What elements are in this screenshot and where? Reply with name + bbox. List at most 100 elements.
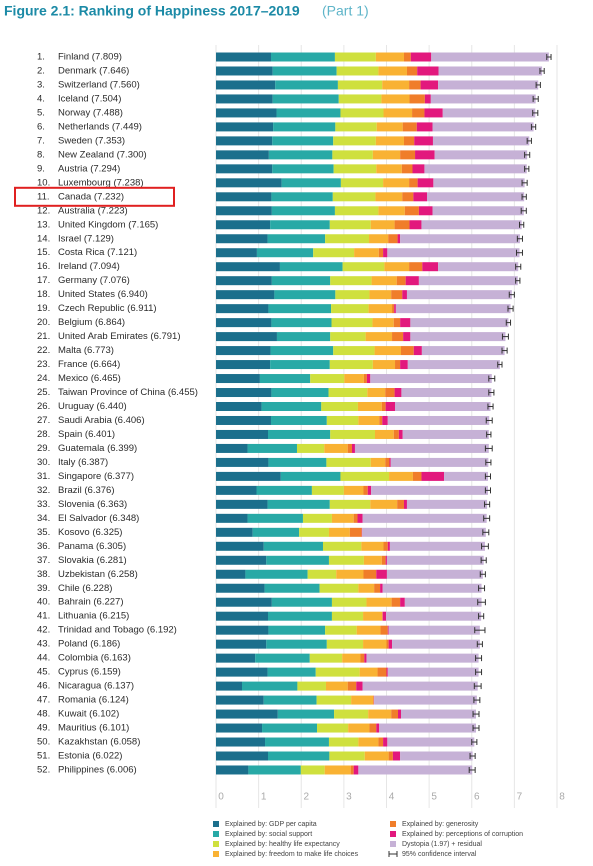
- bar-segment: [378, 737, 384, 747]
- rank-label: 51.: [37, 751, 50, 762]
- bar-segment: [268, 625, 326, 635]
- rank-label: 52.: [37, 764, 50, 775]
- rank-label: 16.: [37, 261, 50, 272]
- error-bar: [501, 347, 508, 354]
- bar-segment: [400, 597, 405, 607]
- bar-segment: [374, 583, 381, 593]
- bar-segment: [277, 709, 335, 719]
- bar-segment: [216, 66, 273, 76]
- rank-label: 30.: [37, 457, 50, 468]
- y-tick-label: Finland (7.809): [58, 52, 122, 63]
- rank-label: 42.: [37, 625, 50, 636]
- bar-segment: [242, 681, 298, 691]
- bar-segment: [329, 751, 365, 761]
- bar-segment: [376, 569, 387, 579]
- rank-label: 38.: [37, 569, 50, 580]
- bar-segment: [403, 499, 407, 509]
- bar-segment: [383, 178, 410, 188]
- bar-segment: [302, 513, 332, 523]
- bar-segment: [216, 332, 277, 342]
- bar-segment: [409, 220, 422, 230]
- bar-segment: [216, 415, 271, 425]
- rank-label: 28.: [37, 429, 50, 440]
- rank-label: 27.: [37, 415, 50, 426]
- bar-segment: [386, 555, 484, 565]
- bar-segment: [357, 402, 382, 411]
- error-bar: [471, 739, 478, 746]
- bar-segment: [216, 583, 265, 593]
- bar-segment: [401, 164, 413, 174]
- bar-segment: [343, 485, 364, 495]
- bar-segment: [379, 415, 383, 425]
- chart-subtitle: (Part 1): [322, 3, 369, 19]
- bar-segment: [387, 737, 475, 747]
- y-tick-label: Australia (7.223): [58, 205, 128, 216]
- y-tick-label: Norway (7.488): [58, 107, 123, 118]
- bar-segment: [391, 290, 403, 300]
- bar-segment: [392, 304, 395, 314]
- y-tick-label: Brazil (6.376): [58, 485, 115, 496]
- rank-label: 3.: [37, 79, 45, 90]
- bar-segment: [390, 457, 489, 467]
- bar-segment: [383, 248, 388, 258]
- bar-segment: [413, 346, 422, 356]
- bar-segment: [360, 653, 365, 663]
- bar-segment: [387, 415, 490, 425]
- bar-segment: [342, 262, 385, 272]
- x-tick-label: 8: [559, 792, 565, 803]
- error-bar: [515, 263, 522, 270]
- bar-segment: [216, 527, 253, 537]
- rank-label: 32.: [37, 485, 50, 496]
- bar-segment: [410, 332, 506, 342]
- bar-segment: [268, 751, 330, 761]
- bar-segment: [281, 178, 341, 188]
- bar-segment: [406, 66, 418, 76]
- bar-segment: [216, 346, 271, 356]
- y-tick-label: Czech Republic (6.911): [58, 303, 157, 314]
- bar-segment: [344, 374, 364, 384]
- bar-segment: [216, 360, 271, 370]
- error-bar: [473, 697, 481, 704]
- bar-segment: [216, 178, 282, 188]
- bar-segment: [404, 206, 419, 216]
- bar-segment: [267, 234, 326, 244]
- y-tick-label: Cyprus (6.159): [58, 667, 121, 678]
- bar-segment: [296, 443, 325, 453]
- error-bar: [483, 515, 491, 522]
- bar-segment: [406, 290, 512, 300]
- bar-segment: [216, 541, 264, 551]
- bar-segment: [421, 346, 505, 356]
- bar-segment: [264, 583, 320, 593]
- bar-segment: [335, 122, 377, 132]
- rank-label: 45.: [37, 667, 50, 678]
- y-tick-label: Denmark (7.646): [58, 65, 129, 76]
- y-tick-label: United Kingdom (7.165): [58, 219, 158, 230]
- bar-segment: [378, 248, 384, 258]
- bar-segment: [375, 136, 404, 146]
- rank-label: 12.: [37, 205, 50, 216]
- rank-label: 48.: [37, 709, 50, 720]
- bar-segment: [216, 667, 268, 677]
- rank-label: 23.: [37, 359, 50, 370]
- bar-segment: [409, 262, 423, 272]
- error-bar: [532, 109, 539, 116]
- bar-segment: [387, 248, 520, 258]
- error-bar: [479, 571, 486, 578]
- bar-segment: [389, 471, 413, 481]
- y-tick-label: Romania (6.124): [58, 695, 129, 706]
- bar-segment: [216, 150, 269, 160]
- x-tick-label: 1: [261, 792, 267, 803]
- bar-segment: [369, 234, 389, 244]
- bar-segment: [319, 583, 359, 593]
- bar-segment: [412, 471, 422, 481]
- bar-segment: [389, 457, 391, 467]
- bar-segment: [366, 374, 371, 384]
- bar-segment: [279, 262, 343, 272]
- y-tick-label: Colombia (6.163): [58, 653, 131, 664]
- bar-segment: [347, 681, 357, 691]
- rank-label: 7.: [37, 135, 45, 146]
- rank-label: 43.: [37, 639, 50, 650]
- bar-segment: [333, 164, 377, 174]
- bar-segment: [265, 737, 329, 747]
- bar-segment: [216, 234, 268, 244]
